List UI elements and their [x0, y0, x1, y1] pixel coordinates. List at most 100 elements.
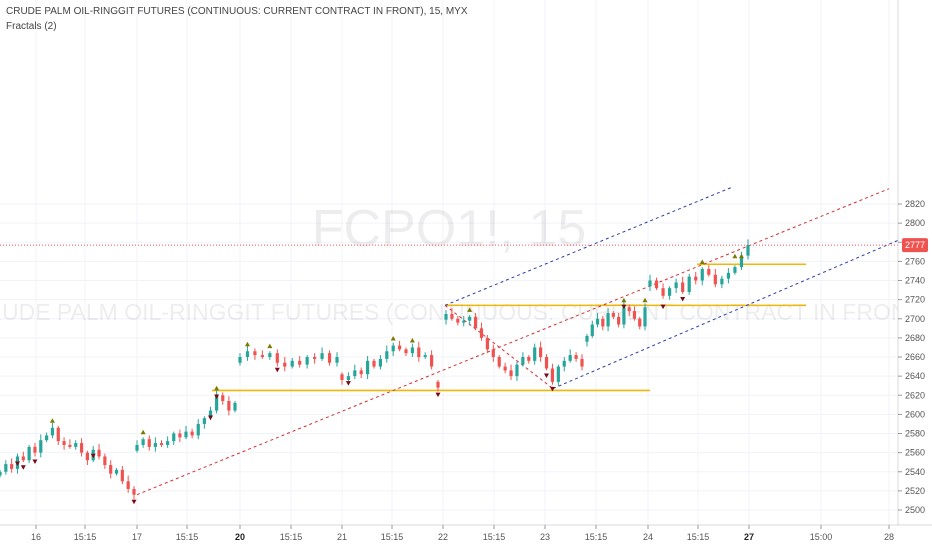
- candle-body[interactable]: [491, 349, 495, 358]
- candle-body[interactable]: [21, 456, 25, 461]
- indicator-label[interactable]: Fractals (2): [6, 21, 57, 32]
- candle-body[interactable]: [707, 269, 711, 275]
- candle-body[interactable]: [595, 318, 600, 325]
- candle-body[interactable]: [509, 370, 513, 377]
- candle-body[interactable]: [521, 357, 525, 365]
- candle-body[interactable]: [444, 313, 448, 320]
- candle-body[interactable]: [153, 443, 157, 447]
- candle-body[interactable]: [726, 272, 730, 279]
- candle-body[interactable]: [305, 357, 309, 365]
- candle-body[interactable]: [120, 469, 124, 482]
- candle-body[interactable]: [68, 444, 72, 447]
- candle-body[interactable]: [398, 345, 402, 350]
- candle-body[interactable]: [580, 358, 584, 367]
- candle-body[interactable]: [462, 320, 466, 323]
- candle-body[interactable]: [103, 456, 107, 466]
- candle-body[interactable]: [190, 431, 194, 436]
- candle-body[interactable]: [114, 469, 119, 474]
- candle-body[interactable]: [404, 349, 408, 354]
- candle-body[interactable]: [79, 443, 84, 453]
- candlestick-series[interactable]: [0, 239, 750, 500]
- candle-body[interactable]: [202, 418, 206, 424]
- candle-body[interactable]: [196, 423, 200, 436]
- candle-body[interactable]: [33, 446, 37, 453]
- candle-body[interactable]: [74, 443, 78, 447]
- candle-body[interactable]: [627, 307, 631, 312]
- candle-body[interactable]: [39, 440, 43, 453]
- candle-body[interactable]: [221, 395, 225, 401]
- candle-body[interactable]: [694, 276, 698, 281]
- candle-body[interactable]: [109, 465, 113, 474]
- candle-body[interactable]: [527, 357, 531, 361]
- candle-body[interactable]: [450, 313, 454, 319]
- candle-body[interactable]: [126, 481, 130, 489]
- candle-body[interactable]: [430, 355, 434, 367]
- candle-body[interactable]: [503, 366, 507, 371]
- candle-body[interactable]: [585, 335, 589, 342]
- candle-body[interactable]: [410, 347, 414, 354]
- candle-body[interactable]: [674, 282, 678, 289]
- candle-body[interactable]: [544, 357, 549, 369]
- candle-body[interactable]: [327, 353, 332, 363]
- candle-body[interactable]: [0, 471, 2, 476]
- candle-body[interactable]: [184, 431, 188, 438]
- candle-body[interactable]: [497, 357, 501, 367]
- trend-lines[interactable]: [136, 186, 899, 496]
- candle-body[interactable]: [10, 464, 14, 469]
- decline-line[interactable]: [444, 304, 554, 389]
- candle-body[interactable]: [568, 355, 572, 361]
- channel-lower[interactable]: [552, 239, 899, 390]
- candle-body[interactable]: [643, 307, 647, 327]
- candle-body[interactable]: [654, 280, 659, 289]
- candle-body[interactable]: [56, 427, 60, 442]
- candle-body[interactable]: [687, 276, 691, 292]
- candle-body[interactable]: [681, 282, 685, 292]
- candle-body[interactable]: [372, 360, 376, 367]
- channel-upper[interactable]: [444, 186, 734, 306]
- candle-body[interactable]: [159, 443, 164, 445]
- candle-body[interactable]: [253, 351, 257, 356]
- candle-body[interactable]: [617, 316, 621, 325]
- candle-body[interactable]: [238, 357, 242, 363]
- candle-body[interactable]: [668, 288, 672, 296]
- candle-body[interactable]: [320, 353, 324, 359]
- candle-body[interactable]: [172, 433, 176, 442]
- candle-body[interactable]: [606, 313, 610, 327]
- candle-body[interactable]: [423, 355, 427, 358]
- candle-body[interactable]: [147, 439, 151, 447]
- candle-body[interactable]: [227, 400, 231, 411]
- candle-body[interactable]: [353, 370, 357, 377]
- candle-body[interactable]: [298, 360, 302, 365]
- price-axis[interactable]: 2500 2520 2540 2560 2580 2600 2620 2640 2660 2680…: [897, 0, 932, 525]
- time-axis[interactable]: 16 15:15 17 15:15 20 15:15 21 15:15 22 15:15 23 15:…: [0, 524, 932, 550]
- candle-body[interactable]: [622, 307, 626, 325]
- candle-body[interactable]: [590, 324, 594, 336]
- candle-body[interactable]: [359, 370, 363, 375]
- candle-body[interactable]: [539, 347, 543, 358]
- candle-body[interactable]: [283, 362, 287, 367]
- candle-body[interactable]: [436, 381, 440, 388]
- candle-body[interactable]: [550, 368, 555, 382]
- candle-body[interactable]: [456, 318, 460, 323]
- candle-body[interactable]: [485, 337, 489, 350]
- candle-body[interactable]: [574, 355, 578, 359]
- candle-body[interactable]: [166, 441, 170, 445]
- candle-body[interactable]: [417, 347, 421, 358]
- candle-body[interactable]: [215, 395, 219, 411]
- candle-body[interactable]: [346, 376, 350, 380]
- candle-body[interactable]: [473, 316, 478, 329]
- candle-body[interactable]: [245, 351, 250, 358]
- candle-body[interactable]: [468, 316, 472, 321]
- candle-body[interactable]: [378, 358, 382, 367]
- candle-body[interactable]: [746, 245, 750, 256]
- candle-body[interactable]: [178, 433, 182, 438]
- candle-body[interactable]: [479, 328, 484, 338]
- candle-body[interactable]: [275, 353, 279, 363]
- candle-body[interactable]: [4, 464, 8, 472]
- candle-body[interactable]: [260, 355, 264, 358]
- candle-body[interactable]: [533, 347, 537, 361]
- candle-body[interactable]: [556, 366, 560, 382]
- candle-body[interactable]: [700, 269, 704, 281]
- candle-body[interactable]: [313, 357, 317, 359]
